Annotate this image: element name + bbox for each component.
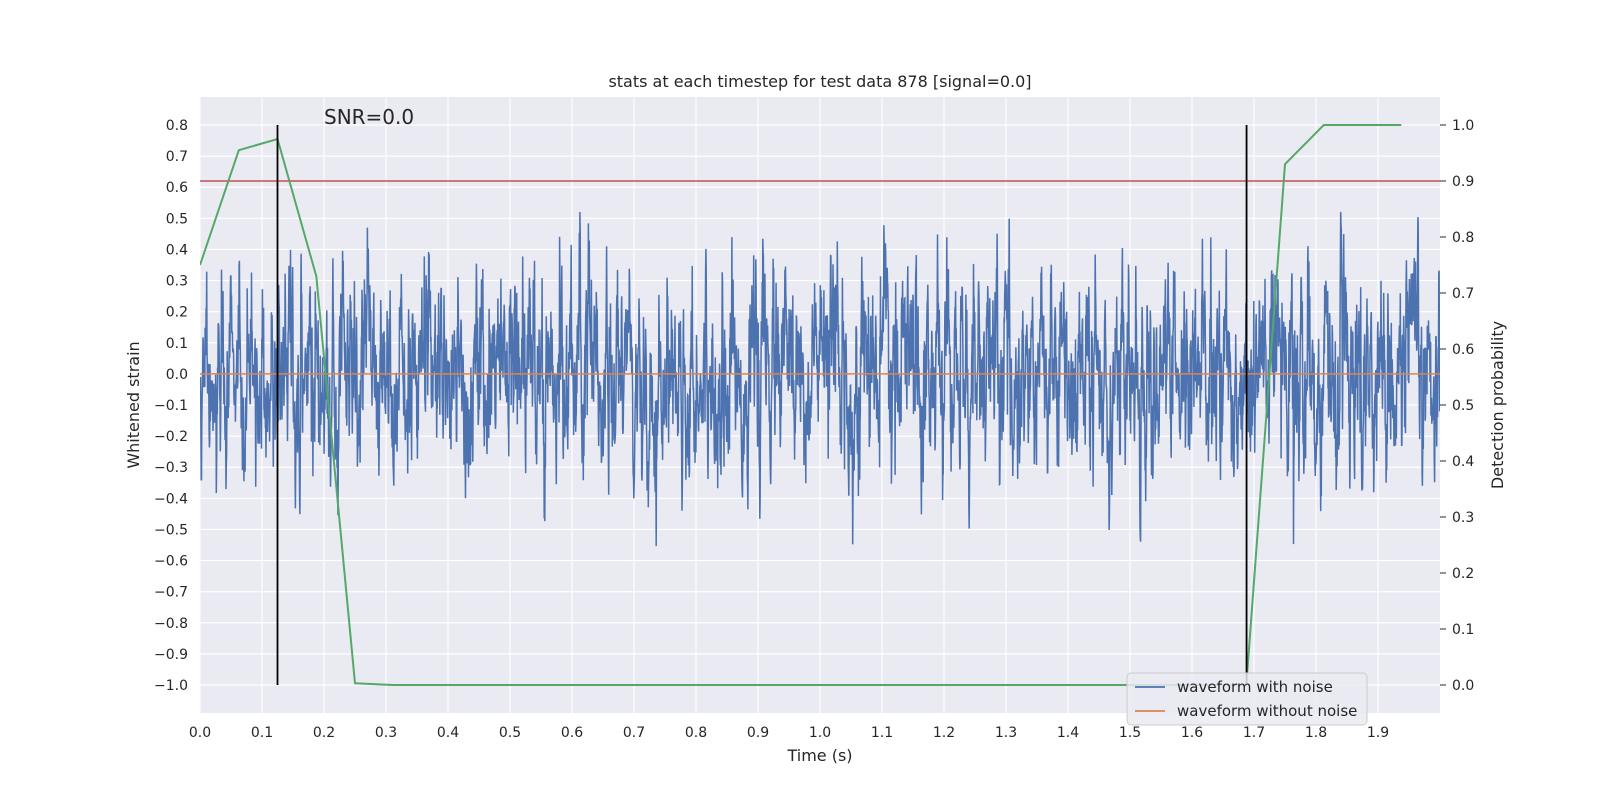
y-tick-label: 0.4 <box>166 242 188 258</box>
y2-tick-label: 0.8 <box>1452 230 1474 246</box>
y-tick-label: 0.0 <box>166 367 188 383</box>
y-tick-label: 0.6 <box>166 180 188 196</box>
x-tick-label: 0.5 <box>499 725 521 741</box>
chart-title: stats at each timestep for test data 878… <box>608 72 1031 91</box>
y-tick-label: −0.7 <box>154 585 188 601</box>
x-tick-label: 1.2 <box>933 725 955 741</box>
x-tick-label: 1.0 <box>809 725 831 741</box>
y-tick-label: −0.1 <box>154 398 188 414</box>
y-tick-label: −0.4 <box>154 491 188 507</box>
y2-tick-label: 0.6 <box>1452 342 1474 358</box>
y-axis-ticks: 0.8 0.7 0.6 0.5 0.4 0.3 0.2 0.1 0.0 −0.1 −0.2 −0.3 −… <box>154 118 188 694</box>
x-tick-label: 0.2 <box>313 725 335 741</box>
y-tick-label: 0.1 <box>166 336 188 352</box>
legend-label-waveform-without-noise: waveform without noise <box>1177 702 1357 720</box>
legend: waveform with noise waveform without noi… <box>1126 672 1368 726</box>
y2-tick-label: 0.9 <box>1452 174 1474 190</box>
y-tick-label: −0.9 <box>154 647 188 663</box>
x-tick-label: 1.6 <box>1181 725 1203 741</box>
x-tick-label: 1.1 <box>871 725 893 741</box>
x-tick-label: 0.4 <box>437 725 459 741</box>
x-axis-ticks: 0.0 0.1 0.2 0.3 0.4 0.5 0.6 0.7 0.8 0.9 1.0 1.1 1.2 1… <box>189 725 1389 741</box>
y2-axis-ticks: 1.0 0.9 0.8 0.7 0.6 0.5 0.4 0.3 0.2 0.1 0.0 <box>1440 118 1474 694</box>
x-tick-label: 1.5 <box>1119 725 1141 741</box>
x-tick-label: 1.7 <box>1243 725 1265 741</box>
y2-tick-label: 0.2 <box>1452 566 1474 582</box>
y-axis-label: Whitened strain <box>124 341 143 468</box>
y-tick-label: 0.2 <box>166 305 188 321</box>
y-tick-label: 0.7 <box>166 149 188 165</box>
y-tick-label: −0.5 <box>154 522 188 538</box>
y2-axis-label: Detection probability <box>1488 321 1507 489</box>
y-tick-label: −1.0 <box>154 678 188 694</box>
series-waveform-with-noise <box>200 211 1440 547</box>
y-tick-label: −0.6 <box>154 554 188 570</box>
y2-tick-label: 0.4 <box>1452 454 1474 470</box>
y-tick-label: 0.3 <box>166 274 188 290</box>
x-tick-label: 0.9 <box>747 725 769 741</box>
y-tick-label: 0.8 <box>166 118 188 134</box>
x-tick-label: 0.8 <box>685 725 707 741</box>
vertical-markers <box>276 125 1248 685</box>
x-tick-label: 1.4 <box>1057 725 1079 741</box>
y-tick-label: −0.2 <box>154 429 188 445</box>
series-detection-probability <box>200 124 1402 686</box>
snr-annotation: SNR=0.0 <box>324 105 414 129</box>
x-tick-label: 1.8 <box>1305 725 1327 741</box>
y-tick-label: −0.8 <box>154 616 188 632</box>
x-tick-label: 0.1 <box>251 725 273 741</box>
x-tick-label: 1.3 <box>995 725 1017 741</box>
legend-label-waveform-with-noise: waveform with noise <box>1177 678 1333 696</box>
x-tick-label: 1.9 <box>1367 725 1389 741</box>
y2-tick-label: 0.1 <box>1452 622 1474 638</box>
y2-tick-label: 0.7 <box>1452 286 1474 302</box>
waveform-with-noise-line <box>200 211 1440 547</box>
y2-tick-label: 0.5 <box>1452 398 1474 414</box>
legend-box <box>1126 672 1368 726</box>
x-tick-label: 0.3 <box>375 725 397 741</box>
y2-tick-label: 0.3 <box>1452 510 1474 526</box>
x-tick-label: 0.7 <box>623 725 645 741</box>
y-tick-label: 0.5 <box>166 211 188 227</box>
x-tick-label: 0.0 <box>189 725 211 741</box>
y-tick-label: −0.3 <box>154 460 188 476</box>
x-axis-label: Time (s) <box>786 746 852 765</box>
x-tick-label: 0.6 <box>561 725 583 741</box>
detection-probability-line <box>200 124 1402 686</box>
y2-tick-label: 1.0 <box>1452 118 1474 134</box>
y2-tick-label: 0.0 <box>1452 678 1474 694</box>
